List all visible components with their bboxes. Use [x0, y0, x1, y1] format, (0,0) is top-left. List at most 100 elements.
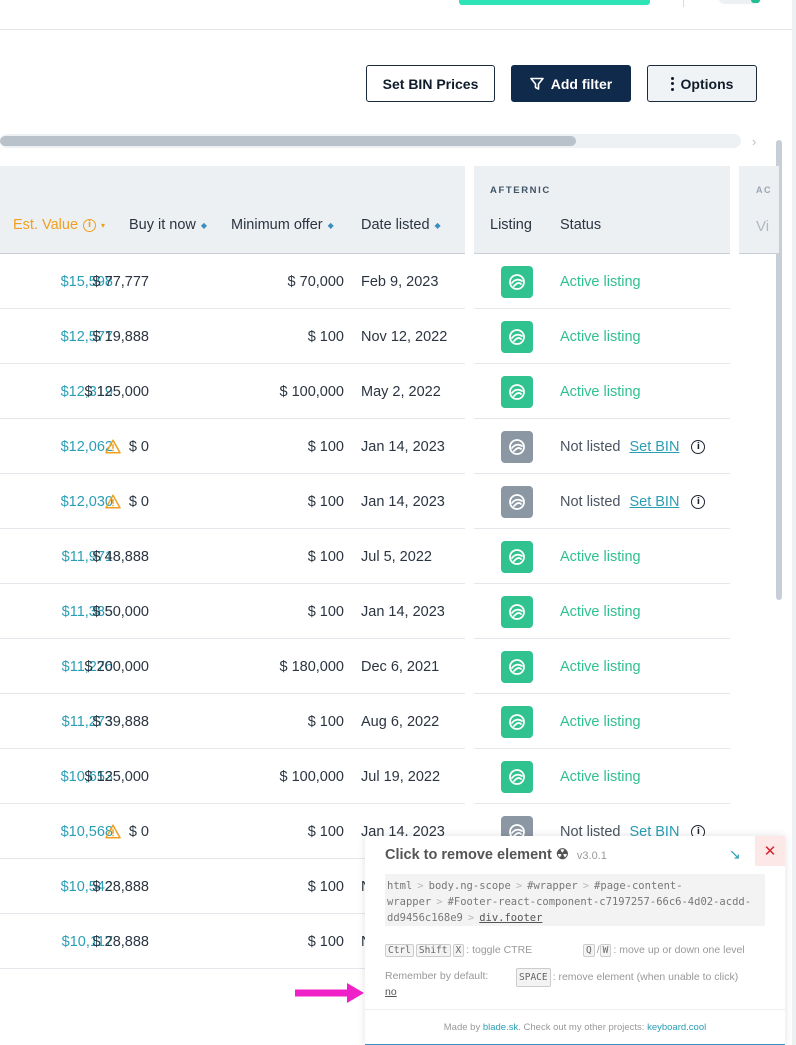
status-text: Active listing — [560, 768, 641, 785]
afternic-logo-icon[interactable] — [501, 760, 533, 793]
listing-cell — [501, 749, 533, 804]
blade-link[interactable]: blade.sk — [482, 1022, 519, 1033]
horizontal-scroll-thumb[interactable] — [0, 136, 576, 146]
set-bin-link[interactable]: Set BIN — [629, 493, 680, 510]
buy-it-now-cell: $ 28,888 — [93, 914, 149, 969]
table-row[interactable]: $15,598 $ 77,777 $ 70,000 Feb 9, 2023 Active… — [0, 254, 731, 309]
est-value-cell[interactable]: $12,319 — [60, 383, 113, 400]
buy-it-now-cell: $ 48,888 — [93, 529, 149, 584]
est-value-cell[interactable]: $10,568 — [60, 823, 113, 840]
add-filter-button[interactable]: Add filter — [511, 65, 631, 102]
made-by-prefix: Made by — [443, 1022, 483, 1033]
path-segment[interactable]: html — [387, 880, 413, 892]
est-value-cell[interactable]: $11,971 — [61, 548, 113, 565]
keyboard-cool-link[interactable]: keyboard.cool — [647, 1022, 707, 1033]
afternic-logo-icon[interactable] — [501, 595, 533, 628]
path-segment[interactable]: #page-content-wrapper — [387, 880, 683, 908]
est-value-cell[interactable]: $10,117 — [61, 933, 113, 950]
afternic-logo-icon[interactable] — [501, 430, 533, 463]
set-bin-link[interactable]: Set BIN — [629, 823, 680, 840]
row-divider — [474, 528, 730, 529]
buy-it-now-cell: $ 125,000 — [84, 749, 149, 804]
set-bin-link[interactable]: Set BIN — [629, 438, 680, 455]
status-text: Active listing — [560, 548, 641, 565]
est-value-cell[interactable]: $10,653 — [60, 768, 113, 785]
remember-toggle[interactable]: no — [385, 986, 397, 998]
path-segment[interactable]: div.footer — [479, 912, 543, 924]
date-listed-cell: Jan 14, 2023 — [361, 603, 445, 620]
row-divider — [0, 363, 465, 364]
afternic-logo-icon[interactable] — [501, 320, 533, 353]
column-buy-it-now[interactable]: Buy it now ◆ — [129, 217, 207, 233]
set-bin-prices-button[interactable]: Set BIN Prices — [366, 65, 495, 102]
table-row[interactable]: $11,273 $ 39,888 $ 100 Aug 6, 2022 Active li… — [0, 694, 731, 749]
buy-it-now-cell: $ 19,888 — [93, 309, 149, 364]
options-button[interactable]: Options — [647, 65, 757, 102]
status-text: Active listing — [560, 328, 641, 345]
move-panel-icon[interactable]: ↘ — [729, 846, 741, 862]
est-value-cell[interactable]: $15,598 — [60, 273, 113, 290]
path-segment[interactable]: #wrapper — [527, 880, 578, 892]
buy-it-now-cell: $ 77,777 — [93, 254, 149, 309]
path-segment[interactable]: #Footer-react-component-c7197257-66c6-4d… — [387, 896, 752, 924]
element-path[interactable]: html > body.ng-scope > #wrapper > #page-conten… — [385, 874, 765, 926]
info-icon[interactable]: i — [691, 494, 706, 509]
column-minimum-offer[interactable]: Minimum offer ◆ — [231, 217, 334, 233]
table-row[interactable]: $11,971 $ 48,888 $ 100 Jul 5, 2022 Active li… — [0, 529, 731, 584]
vertical-scrollbar[interactable] — [776, 140, 782, 600]
set-bin-prices-label: Set BIN Prices — [382, 75, 479, 92]
status-cell: Active listing — [560, 584, 641, 639]
add-filter-label: Add filter — [550, 75, 613, 92]
est-value-cell[interactable]: $11,273 — [61, 713, 113, 730]
close-icon[interactable]: ✕ — [755, 836, 785, 866]
listing-label: Listing — [490, 217, 532, 233]
table-row[interactable]: $11,276 $ 200,000 $ 180,000 Dec 6, 2021 Acti… — [0, 639, 731, 694]
table-row[interactable]: $10,653 $ 125,000 $ 100,000 Jul 19, 2022 Act… — [0, 749, 731, 804]
row-divider — [0, 528, 465, 529]
row-divider — [474, 748, 730, 749]
minimum-offer-cell: $ 100 — [307, 493, 344, 510]
info-icon[interactable]: i — [691, 439, 706, 454]
column-date-listed[interactable]: Date listed ◆ — [361, 217, 441, 233]
row-divider — [0, 583, 465, 584]
ctre-panel[interactable]: Click to remove element ☢ v3.0.1 ↘ ✕ htm… — [365, 836, 785, 1045]
top-primary-button[interactable] — [459, 0, 650, 5]
table-row[interactable]: $12,577 $ 19,888 $ 100 Nov 12, 2022 Active l… — [0, 309, 731, 364]
est-value-cell[interactable]: $11,276 — [61, 658, 113, 675]
column-est-value[interactable]: Est. Value i ▾ — [13, 217, 105, 233]
scroll-right-icon[interactable]: › — [752, 134, 757, 149]
made-by: Made by blade.sk. Check out my other pro… — [365, 1022, 785, 1033]
afternic-logo-icon[interactable] — [501, 485, 533, 518]
table-row[interactable]: $11,385 $ 50,000 $ 100 Jan 14, 2023 Active l… — [0, 584, 731, 639]
table-row[interactable]: $12,062 $ 0 $ 100 Jan 14, 2023 Not listed Set… — [0, 419, 731, 474]
est-value-cell[interactable]: $12,577 — [60, 328, 113, 345]
toggle-text: : toggle CTRE — [466, 944, 533, 956]
table-row[interactable]: $12,319 $ 125,000 $ 100,000 May 2, 2022 Acti… — [0, 364, 731, 419]
afternic-logo-icon[interactable] — [501, 650, 533, 683]
buy-it-now-value: $ 200,000 — [84, 658, 149, 675]
pointer-arrow-icon — [295, 983, 364, 1003]
info-icon[interactable]: i — [83, 218, 97, 232]
path-separator: > — [436, 896, 443, 908]
date-listed-cell: Nov 12, 2022 — [361, 328, 448, 345]
afternic-logo-icon[interactable] — [501, 265, 533, 298]
est-value-cell[interactable]: $11,385 — [61, 603, 113, 620]
top-toggle[interactable] — [718, 0, 762, 4]
status-cell: Active listing — [560, 254, 641, 309]
toggle-hint: Ctrl Shift X: toggle CTRE — [385, 944, 532, 957]
afternic-logo-icon[interactable] — [501, 705, 533, 738]
table-row[interactable]: $12,030 $ 0 $ 100 Jan 14, 2023 Not listed Set… — [0, 474, 731, 529]
afternic-logo-icon[interactable] — [501, 375, 533, 408]
est-value-cell[interactable]: $10,542 — [60, 878, 113, 895]
est-value-cell[interactable]: $12,030 — [60, 493, 113, 510]
status-text: Not listed — [560, 493, 621, 510]
row-divider — [474, 693, 730, 694]
listing-cell — [501, 364, 533, 419]
horizontal-scrollbar[interactable] — [0, 134, 741, 148]
sort-icon: ◆ — [434, 220, 441, 230]
date-listed-cell: Jan 14, 2023 — [361, 438, 445, 455]
path-segment[interactable]: body.ng-scope — [428, 880, 511, 892]
afternic-logo-icon[interactable] — [501, 540, 533, 573]
row-divider — [0, 803, 465, 804]
est-value-cell[interactable]: $12,062 — [60, 438, 113, 455]
